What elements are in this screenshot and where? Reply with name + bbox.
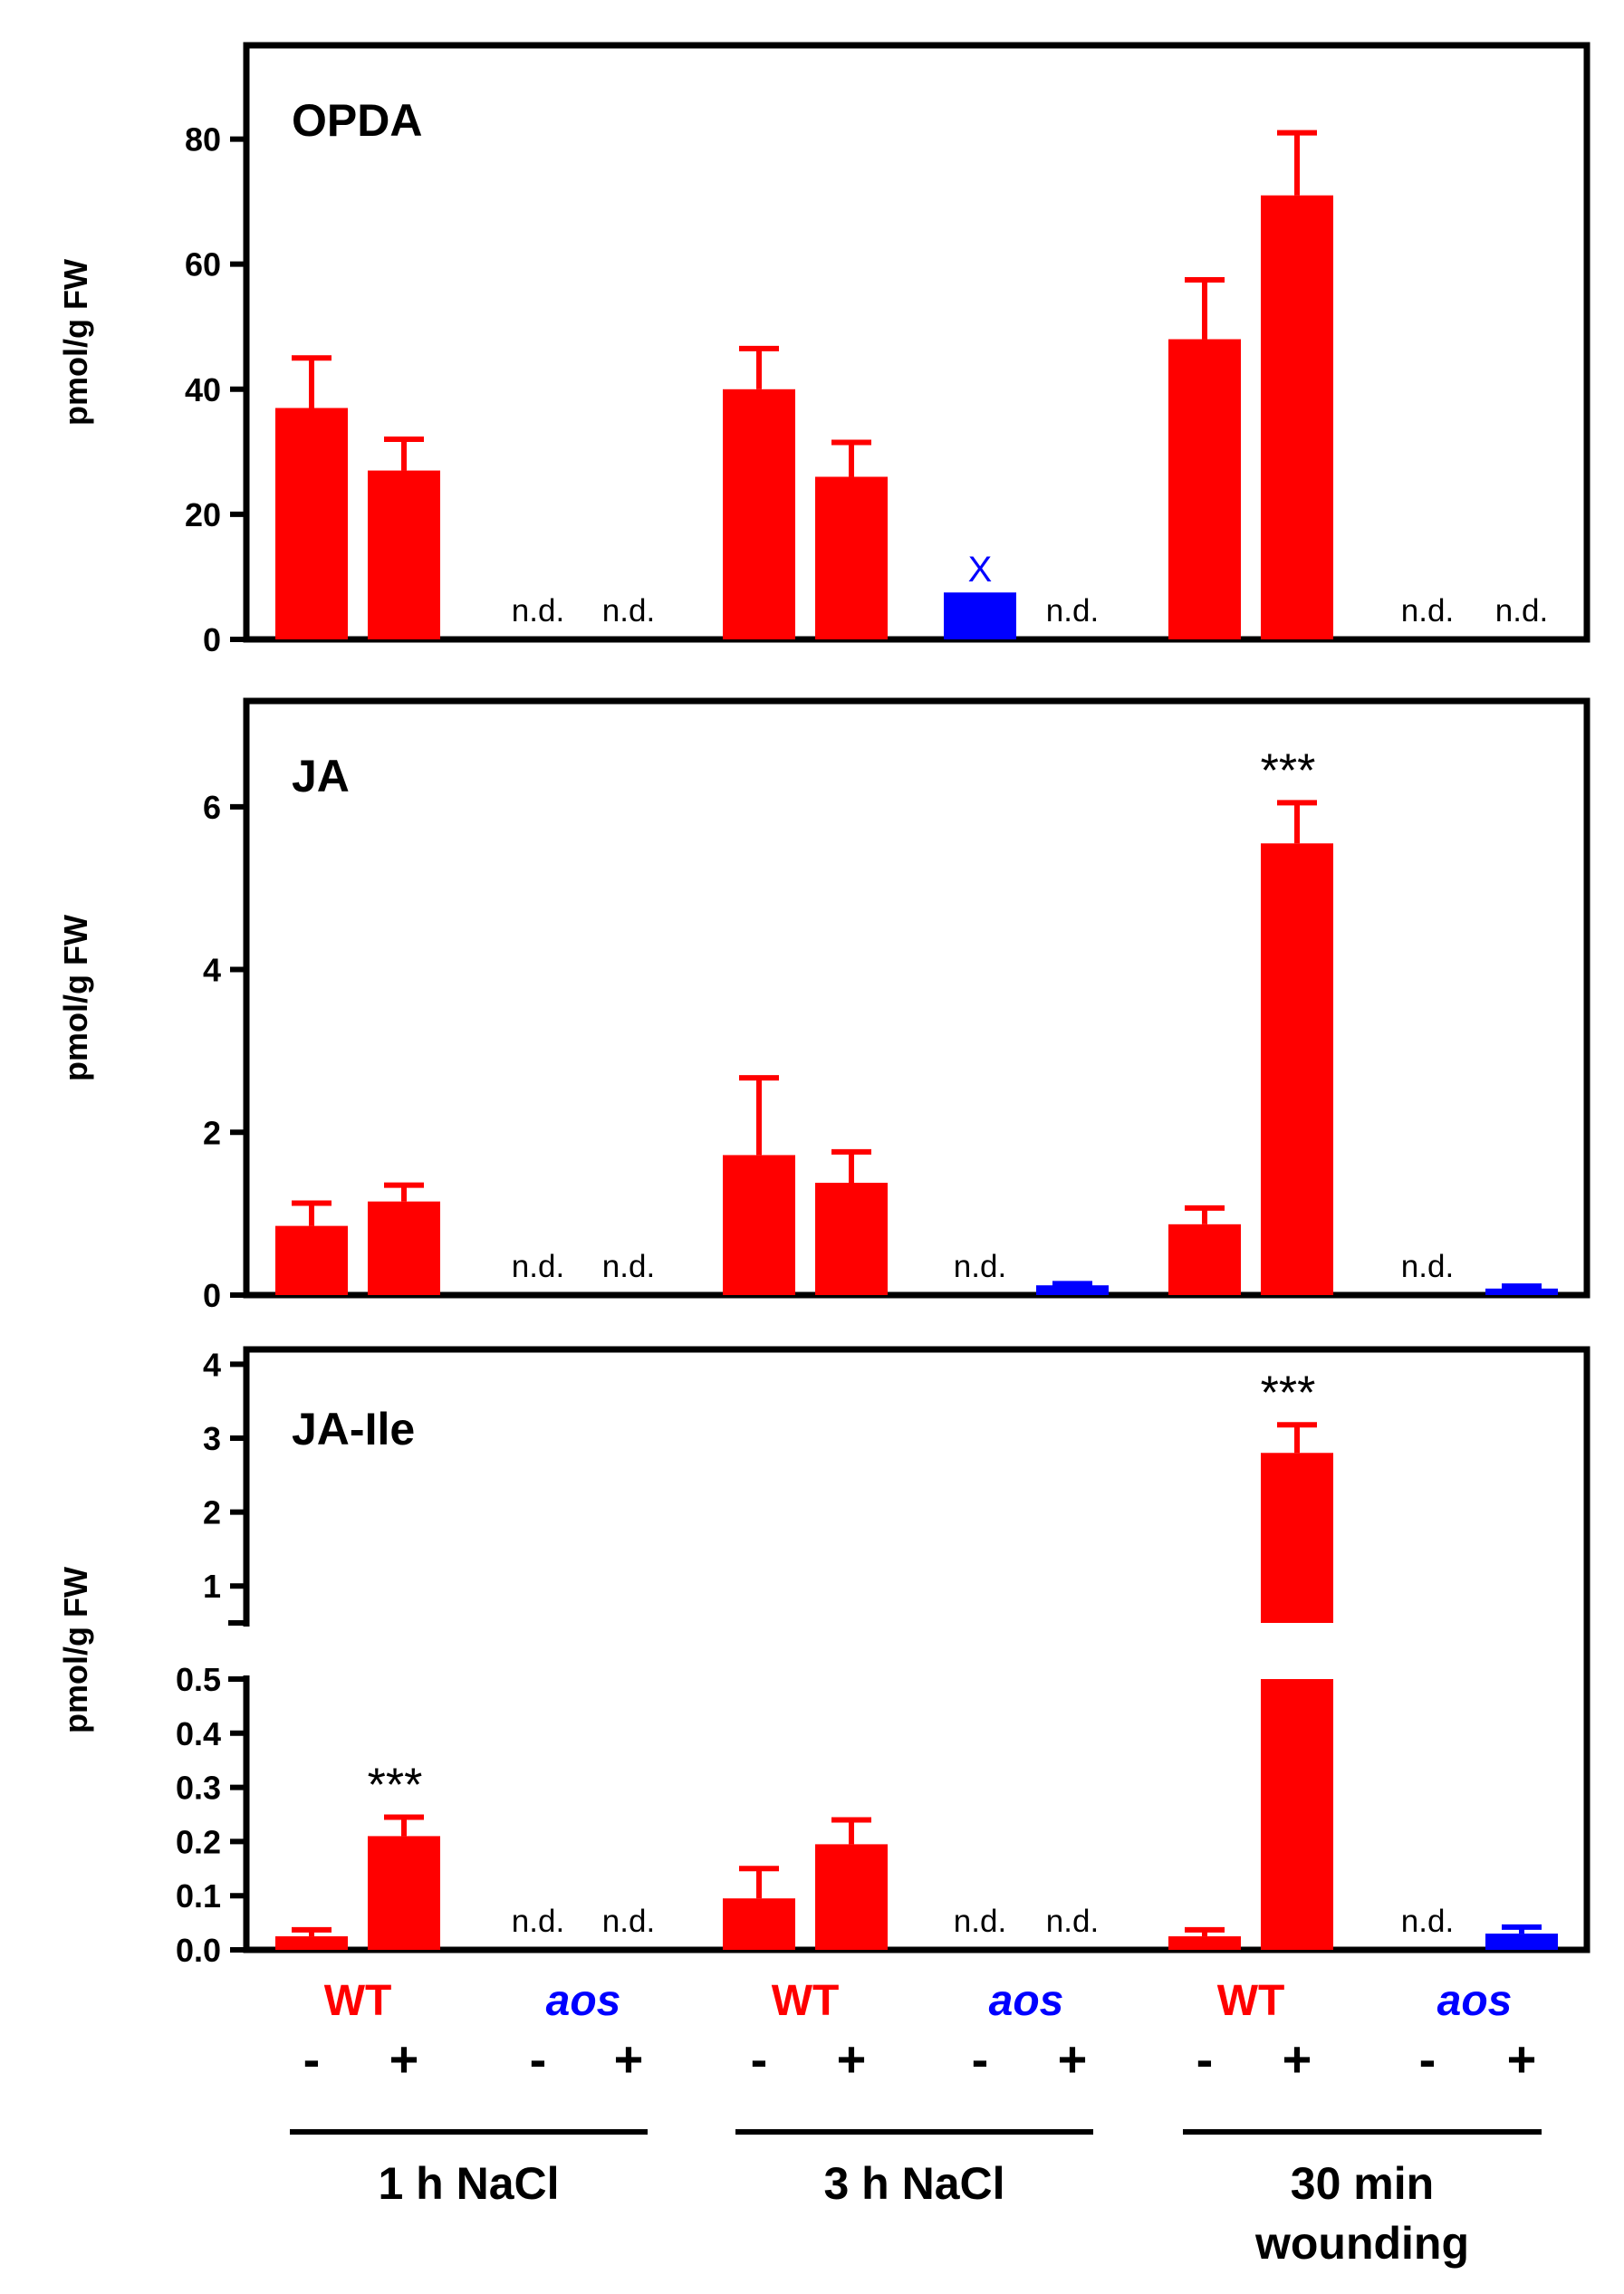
- y-tick-label: 0.1: [176, 1877, 221, 1915]
- bar: [723, 1898, 795, 1950]
- bar: [944, 592, 1016, 639]
- treatment-sign: -: [972, 2030, 989, 2088]
- bar: [723, 389, 795, 639]
- bar: [723, 1155, 795, 1295]
- genotype-label: WT: [1217, 1977, 1285, 2025]
- significance-label: ***: [1261, 1367, 1316, 1419]
- axis-break-gap: [239, 1627, 254, 1675]
- y-tick-label: 2: [203, 1114, 221, 1151]
- y-axis-label: pmol/g FW: [57, 259, 94, 426]
- y-tick-label: 3: [203, 1420, 221, 1457]
- nd-label: n.d.: [602, 1249, 655, 1284]
- y-tick-label: 0.2: [176, 1823, 221, 1860]
- treatment-sign: +: [389, 2030, 419, 2088]
- treatment-sign: +: [614, 2030, 644, 2088]
- bar: [815, 1844, 888, 1950]
- treatment-sign: -: [751, 2030, 768, 2088]
- y-tick-label: 40: [185, 371, 221, 408]
- treatment-sign: +: [1283, 2030, 1312, 2088]
- y-tick-label: 0.0: [176, 1932, 221, 1969]
- nd-label: n.d.: [512, 1904, 564, 1939]
- bar: [1168, 1936, 1241, 1950]
- bar: [1261, 843, 1333, 1295]
- treatment-sign: -: [530, 2030, 547, 2088]
- bar: [1168, 339, 1241, 639]
- y-axis-label: pmol/g FW: [57, 1567, 94, 1733]
- bar: [1036, 1285, 1109, 1295]
- panel-title: JA: [292, 751, 350, 801]
- y-tick-label: 0: [203, 621, 221, 658]
- bar: [1485, 1934, 1558, 1950]
- treatment-sign: -: [1196, 2030, 1214, 2088]
- y-tick-label: 80: [185, 121, 221, 158]
- bar: [1261, 1679, 1333, 1950]
- nd-label: n.d.: [1495, 593, 1548, 629]
- treatment-sign: +: [837, 2030, 867, 2088]
- nd-label: n.d.: [602, 1904, 655, 1939]
- bar: [1168, 1224, 1241, 1295]
- nd-label: n.d.: [1401, 1249, 1454, 1284]
- y-tick-label: 0.3: [176, 1770, 221, 1807]
- y-tick-label: 0.4: [176, 1715, 221, 1752]
- bar: [1485, 1288, 1558, 1295]
- genotype-label: WT: [324, 1977, 392, 2025]
- panel-title: OPDA: [292, 95, 422, 146]
- treatment-sign: -: [1419, 2030, 1437, 2088]
- y-tick-label: 6: [203, 789, 221, 826]
- y-tick-label: 0: [203, 1277, 221, 1314]
- nd-label: n.d.: [1046, 1904, 1099, 1939]
- treatment-sign: +: [1507, 2030, 1537, 2088]
- nd-label: n.d.: [1401, 593, 1454, 629]
- significance-label: ***: [1261, 744, 1316, 797]
- bar: [368, 470, 440, 639]
- y-tick-label: 20: [185, 496, 221, 533]
- significance-label: ***: [368, 1759, 423, 1811]
- y-tick-label: 60: [185, 246, 221, 283]
- bar: [275, 408, 348, 639]
- bar: [815, 476, 888, 639]
- nd-label: n.d.: [602, 593, 655, 629]
- genotype-label: aos: [546, 1977, 621, 2025]
- genotype-label: aos: [989, 1977, 1064, 2025]
- panel-title: JA-Ile: [292, 1404, 415, 1454]
- genotype-label: WT: [772, 1977, 840, 2025]
- y-tick-label: 4: [203, 1346, 221, 1383]
- nd-label: n.d.: [954, 1904, 1006, 1939]
- bar: [1261, 1453, 1333, 1623]
- panel-frame: [243, 1346, 1590, 1953]
- panel-frame: [243, 42, 1590, 643]
- annotation-x: X: [968, 550, 993, 590]
- nd-label: n.d.: [1046, 593, 1099, 629]
- genotype-label: aos: [1437, 1977, 1513, 2025]
- y-tick-label: 1: [203, 1568, 221, 1605]
- nd-label: n.d.: [512, 593, 564, 629]
- bar: [275, 1225, 348, 1295]
- nd-label: n.d.: [954, 1249, 1006, 1284]
- nd-label: n.d.: [512, 1249, 564, 1284]
- y-tick-label: 2: [203, 1494, 221, 1531]
- treatment-sign: +: [1058, 2030, 1088, 2088]
- condition-label: 1 h NaCl: [378, 2158, 559, 2209]
- panel-frame: [243, 697, 1590, 1299]
- condition-label: wounding: [1254, 2218, 1469, 2269]
- bar: [815, 1182, 888, 1295]
- y-tick-label: 4: [203, 952, 221, 989]
- bar: [368, 1201, 440, 1295]
- y-tick-label: 0.5: [176, 1661, 221, 1698]
- y-axis-label: pmol/g FW: [57, 915, 94, 1081]
- bar: [368, 1836, 440, 1950]
- treatment-sign: -: [303, 2030, 321, 2088]
- bar: [275, 1936, 348, 1950]
- condition-label: 3 h NaCl: [823, 2158, 1004, 2209]
- condition-label: 30 min: [1291, 2158, 1434, 2209]
- nd-label: n.d.: [1401, 1904, 1454, 1939]
- bar: [1261, 195, 1333, 639]
